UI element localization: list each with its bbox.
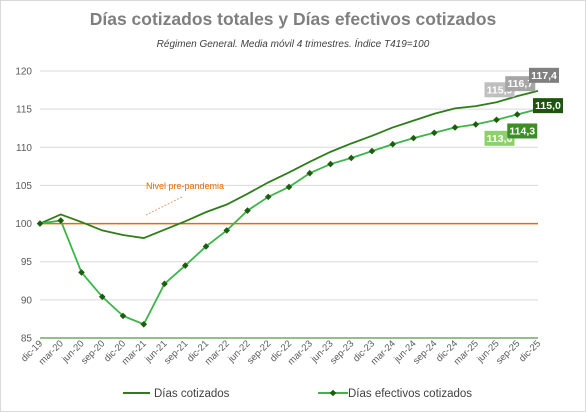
x-tick-label: sep-21 bbox=[162, 338, 190, 366]
data-label: 115,0 bbox=[535, 100, 561, 112]
data-point-diamond bbox=[223, 227, 231, 234]
data-point-diamond bbox=[306, 169, 314, 177]
x-tick-label: sep-23 bbox=[328, 338, 356, 366]
data-point-diamond bbox=[140, 320, 148, 328]
reference-label: Nivel pre-pandemia bbox=[146, 181, 224, 191]
data-point-diamond bbox=[181, 262, 189, 269]
y-tick-label: 105 bbox=[15, 181, 32, 192]
y-tick-label: 120 bbox=[15, 67, 32, 78]
data-label-box bbox=[505, 76, 536, 92]
data-point-diamond bbox=[119, 312, 127, 320]
data-point-diamond bbox=[327, 160, 334, 168]
x-tick-label: dic-25 bbox=[517, 338, 543, 364]
data-label-box bbox=[484, 130, 515, 146]
data-point-diamond bbox=[36, 220, 44, 227]
data-label: 116,7 bbox=[507, 78, 533, 90]
data-point-diamond bbox=[430, 129, 438, 137]
data-point-diamond bbox=[389, 140, 397, 148]
data-point-diamond bbox=[368, 147, 376, 155]
legend-marker-diamond bbox=[329, 389, 337, 397]
data-point-diamond bbox=[513, 111, 521, 118]
data-point-diamond bbox=[410, 134, 417, 142]
data-label: 114,3 bbox=[509, 125, 535, 137]
data-point-diamond bbox=[161, 280, 168, 288]
y-tick-label: 85 bbox=[21, 334, 33, 345]
data-label-box bbox=[529, 67, 559, 83]
x-tick-label: sep-25 bbox=[494, 338, 522, 366]
x-tick-label: sep-22 bbox=[245, 338, 273, 366]
legend-label-dias-efectivos: Días efectivos cotizados bbox=[348, 388, 472, 400]
y-tick-label: 100 bbox=[15, 219, 32, 230]
data-point-diamond bbox=[451, 124, 459, 131]
data-point-diamond bbox=[472, 121, 480, 128]
data-label-box bbox=[533, 98, 563, 114]
data-point-diamond bbox=[202, 243, 210, 250]
data-point-diamond bbox=[347, 154, 355, 162]
data-label: 117,4 bbox=[531, 70, 557, 82]
x-tick-label: sep-20 bbox=[79, 338, 107, 366]
y-tick-label: 110 bbox=[16, 143, 32, 154]
y-tick-label: 95 bbox=[21, 257, 33, 268]
data-point-diamond bbox=[98, 293, 106, 301]
reference-label-pointer bbox=[145, 196, 183, 216]
y-tick-label: 90 bbox=[21, 295, 33, 306]
y-tick-label: 115 bbox=[16, 105, 32, 116]
series-line-dias-cotizados bbox=[39, 89, 539, 239]
data-point-diamond bbox=[244, 207, 251, 214]
series-line-dias-efectivos bbox=[39, 108, 539, 326]
x-tick-label: sep-24 bbox=[411, 338, 439, 366]
data-point-diamond bbox=[285, 183, 293, 191]
data-point-diamond bbox=[57, 217, 65, 224]
legend-label-dias-cotizados: Días cotizados bbox=[154, 388, 230, 400]
data-point-diamond bbox=[493, 116, 500, 124]
chart-subtitle: Régimen General. Media móvil 4 trimestre… bbox=[156, 39, 430, 50]
data-label-box bbox=[507, 123, 538, 139]
data-label: 113,6 bbox=[487, 133, 513, 145]
data-point-diamond bbox=[264, 193, 272, 201]
chart-title: Días cotizados totales y Días efectivos … bbox=[89, 9, 497, 29]
data-point-diamond bbox=[78, 269, 85, 276]
